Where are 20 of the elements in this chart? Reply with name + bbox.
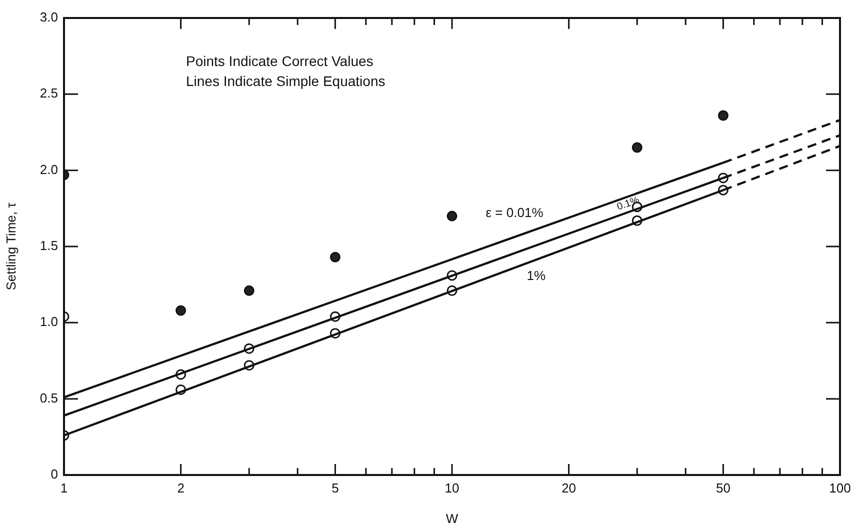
x-tick-label: 1 (60, 480, 68, 496)
x-axis-title: W (446, 510, 459, 526)
x-tick-label: 50 (716, 480, 730, 496)
series-label: 1% (526, 268, 546, 284)
annotation: Points Indicate Correct Values (186, 53, 374, 69)
x-tick-label: 5 (332, 480, 339, 496)
y-axis-title: Settling Time, τ (3, 202, 18, 290)
y-tick-label: 3.0 (40, 10, 58, 25)
x-tick-label: 2 (177, 480, 184, 496)
annotation: Lines Indicate Simple Equations (186, 73, 386, 89)
y-tick-label: 1.0 (40, 314, 58, 330)
y-tick-label: 0.5 (40, 390, 58, 406)
x-tick-label: 10 (444, 480, 460, 496)
x-tick-label: 20 (562, 480, 576, 496)
series-label: ε = 0.01% (486, 205, 544, 220)
x-tick-label: 100 (829, 480, 851, 496)
y-tick-label: 2.0 (40, 162, 58, 177)
y-tick-label: 2.5 (40, 86, 58, 101)
y-tick-label: 1.5 (40, 238, 58, 254)
y-tick-label: 0 (50, 466, 58, 482)
